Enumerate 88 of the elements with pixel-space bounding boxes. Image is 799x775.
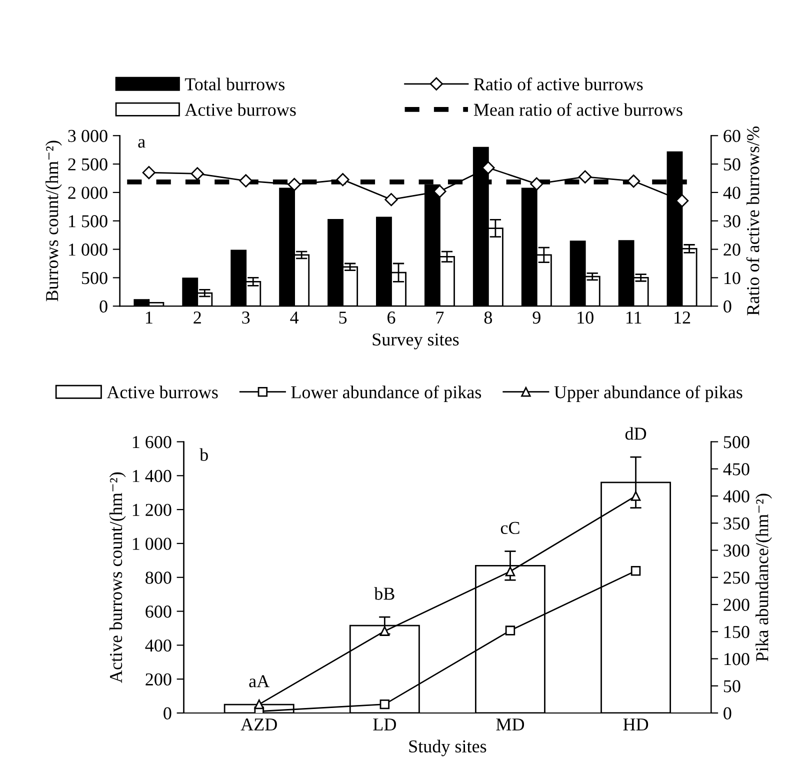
x-tick-label: 4	[290, 312, 299, 324]
x-tick-label: 1	[146, 312, 152, 324]
point	[380, 626, 390, 636]
y2-tick-label: 150	[724, 626, 750, 638]
y-tick-label: 3 000	[68, 130, 108, 142]
x-tick-label: 11	[626, 312, 642, 324]
y-tick-label: 0	[164, 707, 172, 720]
annotation: b	[200, 448, 208, 461]
y-axis-title: Active burrows count/(hm⁻²)	[109, 472, 126, 683]
point	[142, 166, 156, 180]
x-tick-label: MD	[496, 718, 524, 730]
y-axis-title: Burrows count/(hm⁻²)	[45, 140, 62, 302]
point	[482, 161, 495, 174]
y-tick-label: 1 200	[132, 504, 172, 516]
x-tick-label: 2	[194, 312, 201, 324]
x-tick-label: LD	[373, 718, 396, 730]
annotation: cC	[500, 522, 520, 534]
y-tick-label: 2 000	[68, 186, 108, 199]
y2-axis-title: Ratio of active burrows/%	[746, 126, 760, 316]
point	[578, 170, 592, 184]
y2-tick-label: 400	[723, 490, 750, 502]
point	[630, 566, 641, 576]
x-tick-label: AZD	[240, 718, 277, 730]
point	[239, 174, 252, 188]
y2-tick-label: 450	[723, 463, 750, 476]
y-tick-label: 1 000	[132, 538, 172, 550]
point	[384, 192, 398, 206]
y-tick-label: 1 500	[69, 215, 108, 228]
point	[380, 699, 390, 710]
x-tick-label: 9	[532, 312, 540, 324]
point	[190, 167, 204, 180]
y2-tick-label: 350	[724, 517, 750, 530]
x-tick-label: 6	[388, 312, 396, 324]
y2-tick-label: 100	[724, 653, 750, 666]
y2-tick-label: 200	[724, 598, 750, 611]
y-tick-label: 600	[146, 606, 172, 618]
annotation: a	[138, 139, 146, 148]
y-tick-label: 400	[145, 639, 172, 652]
x-tick-label: 10	[578, 312, 594, 324]
x-axis-title: Study sites	[409, 740, 486, 756]
y2-tick-label: 0	[724, 300, 732, 313]
y-tick-label: 1 600	[132, 436, 172, 448]
y2-tick-label: 300	[724, 544, 750, 557]
y2-tick-label: 250	[724, 572, 750, 584]
legend-label: Upper abundance of pikas	[554, 385, 742, 402]
x-tick-label: 8	[484, 312, 492, 324]
y2-tick-label: 20	[724, 244, 740, 256]
y2-tick-label: 50	[724, 680, 740, 692]
annotation: bB	[374, 587, 394, 600]
point	[433, 184, 446, 198]
legend-label: Active burrows	[106, 386, 218, 398]
x-tick-label: 3	[242, 312, 250, 324]
point	[626, 174, 640, 188]
y2-tick-label: 500	[724, 436, 750, 448]
text: dD	[625, 427, 646, 440]
y2-tick-label: 40	[723, 186, 740, 199]
legend-label: Lower abundance of pikas	[291, 385, 482, 402]
y-tick-label: 1 400	[132, 470, 172, 482]
legend-label: Active burrows	[184, 103, 296, 116]
legend-label: Total burrows	[184, 78, 285, 90]
x-tick-label: 5	[339, 312, 347, 324]
x-tick-label: 12	[674, 312, 690, 324]
y-tick-label: 0	[100, 300, 108, 313]
y2-tick-label: 0	[724, 707, 732, 720]
x-tick-label: 7	[436, 312, 444, 324]
point	[505, 626, 516, 636]
point	[288, 178, 301, 192]
y2-tick-label: 50	[724, 158, 740, 170]
annotation: aA	[249, 675, 270, 688]
point	[675, 194, 689, 208]
y-tick-label: 2 500	[68, 158, 108, 170]
y2-tick-label: 60	[724, 130, 740, 142]
point	[505, 566, 516, 576]
y-tick-label: 1 000	[69, 244, 108, 256]
y-tick-label: 500	[82, 272, 108, 284]
y-tick-label: 800	[146, 572, 172, 584]
point	[630, 491, 641, 501]
y-tick-label: 200	[146, 673, 172, 686]
x-axis-title: Survey sites	[372, 333, 459, 350]
point	[254, 699, 264, 710]
legend-label: Mean ratio of active burrows	[474, 103, 682, 116]
y2-tick-label: 10	[724, 272, 740, 284]
point	[530, 177, 544, 191]
legend-label: Ratio of active burrows	[474, 78, 643, 90]
point	[336, 173, 350, 186]
x-tick-label: HD	[623, 718, 648, 730]
y2-tick-label: 30	[724, 215, 740, 228]
y2-axis-title: Pika abundance/(hm⁻²)	[756, 494, 772, 662]
